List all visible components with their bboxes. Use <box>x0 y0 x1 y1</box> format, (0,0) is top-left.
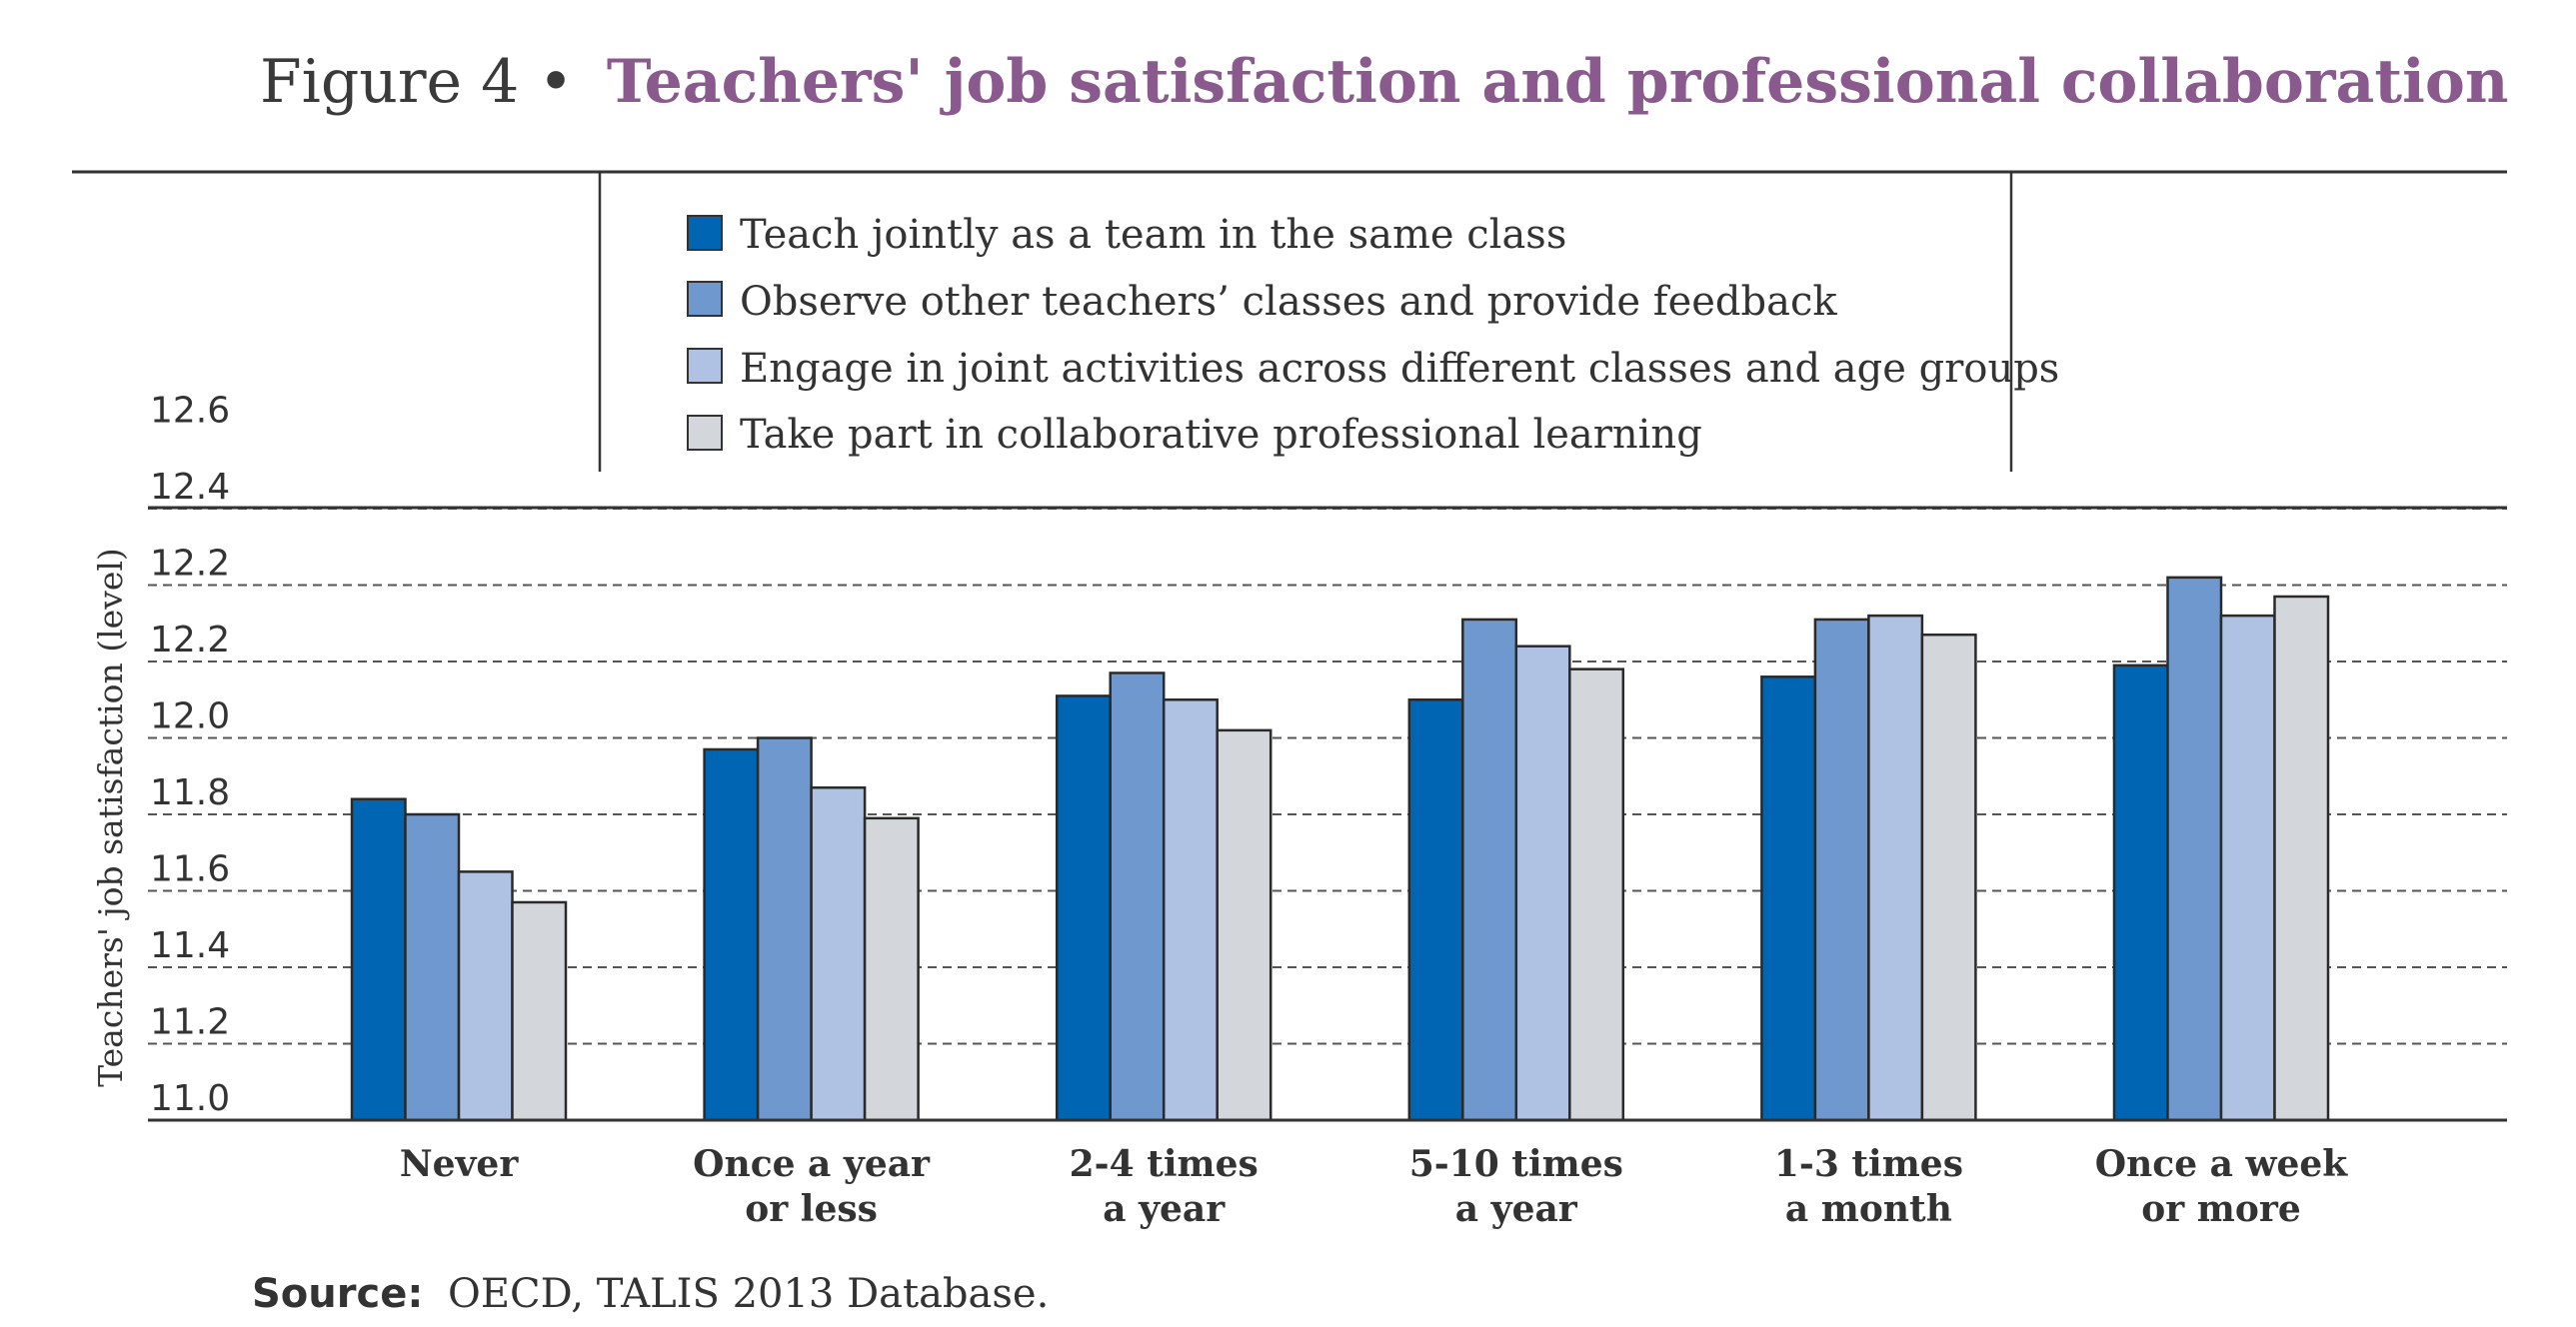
bar <box>863 816 920 1122</box>
x-category-label: a month <box>1785 1188 1952 1230</box>
y-tick-label: 11.0 <box>150 1078 230 1119</box>
x-category-label: 2-4 times <box>1070 1143 1259 1185</box>
source-label: Source: <box>252 1271 423 1317</box>
y-tick-label: 11.6 <box>150 849 230 890</box>
bar <box>2219 614 2276 1122</box>
legend-swatch-joint-activities <box>687 348 723 384</box>
legend-swatch-observe-teachers <box>687 281 723 317</box>
x-category-label: a year <box>1455 1188 1578 1230</box>
bar <box>1461 618 1518 1122</box>
legend-swatch-teach-jointly <box>687 215 723 251</box>
bar <box>511 900 568 1122</box>
source-note: Source: OECD, TALIS 2013 Database. <box>252 1271 1049 1317</box>
x-category-label: Once a week <box>2095 1143 2349 1185</box>
figure-title: Figure 4 • Teachers' job satisfaction an… <box>260 47 2509 117</box>
bar <box>2273 595 2330 1122</box>
figure-prefix: Figure 4 • <box>260 47 574 117</box>
bar <box>1407 698 1464 1122</box>
y-tick-label: 12.4 <box>150 467 230 508</box>
y-tick-label: 12.2 <box>150 544 230 585</box>
x-category-label: Once a year <box>693 1143 931 1185</box>
legend-label-observe-teachers: Observe other teachers’ classes and prov… <box>740 279 1837 325</box>
y-tick-label: 11.4 <box>150 925 230 966</box>
x-category-label: 5-10 times <box>1409 1143 1623 1185</box>
bar <box>1920 633 1977 1122</box>
legend-item-observe-teachers: Observe other teachers’ classes and prov… <box>687 279 1837 325</box>
y-axis-label: Teachers' job satisfaction (level) <box>91 548 130 1087</box>
legend: Teach jointly as a team in the same clas… <box>687 212 2059 458</box>
bar <box>1514 645 1571 1122</box>
bar <box>1813 618 1870 1122</box>
bar <box>1162 698 1219 1122</box>
bar <box>2112 664 2169 1122</box>
legend-item-joint-activities: Engage in joint activities across differ… <box>687 346 2059 392</box>
legend-label-teach-jointly: Teach jointly as a team in the same clas… <box>740 212 1566 258</box>
source-text: OECD, TALIS 2013 Database. <box>448 1271 1049 1317</box>
x-category-label: Never <box>400 1143 520 1185</box>
bar <box>756 736 813 1122</box>
x-category-label: or more <box>2141 1188 2301 1230</box>
bar <box>2166 576 2223 1122</box>
y-axis-ticks: 11.0 11.2 11.4 11.6 11.8 12.0 12.2 12.2 12.4 12.6 <box>150 391 230 1120</box>
y-tick-label: 12.0 <box>150 696 230 737</box>
bar <box>1760 675 1817 1122</box>
y-tick-label: 11.8 <box>150 772 230 813</box>
bar <box>457 870 514 1122</box>
bar <box>1216 728 1273 1122</box>
x-category-label: or less <box>745 1188 878 1230</box>
legend-label-collaborative-learning: Take part in collaborative professional … <box>740 412 1702 458</box>
x-category-label: a year <box>1103 1188 1226 1230</box>
bar <box>350 797 407 1122</box>
bar <box>404 812 461 1122</box>
bar <box>1109 671 1166 1122</box>
y-tick-label: 12.2 <box>150 620 230 661</box>
legend-item-collaborative-learning: Take part in collaborative professional … <box>687 412 1702 458</box>
x-category-label: 1-3 times <box>1774 1143 1963 1185</box>
bar <box>703 747 760 1122</box>
legend-item-teach-jointly: Teach jointly as a team in the same clas… <box>687 212 1566 258</box>
bar <box>1568 667 1625 1122</box>
bar <box>810 785 867 1122</box>
bars <box>350 576 2330 1122</box>
chart-title: Teachers' job satisfaction and professio… <box>607 47 2509 117</box>
bar <box>1055 694 1112 1122</box>
legend-label-joint-activities: Engage in joint activities across differ… <box>740 346 2059 392</box>
legend-swatch-collaborative-learning <box>687 415 723 451</box>
y-tick-label: 11.2 <box>150 1002 230 1043</box>
y-tick-label: 12.6 <box>150 391 230 432</box>
bar <box>1867 614 1924 1122</box>
